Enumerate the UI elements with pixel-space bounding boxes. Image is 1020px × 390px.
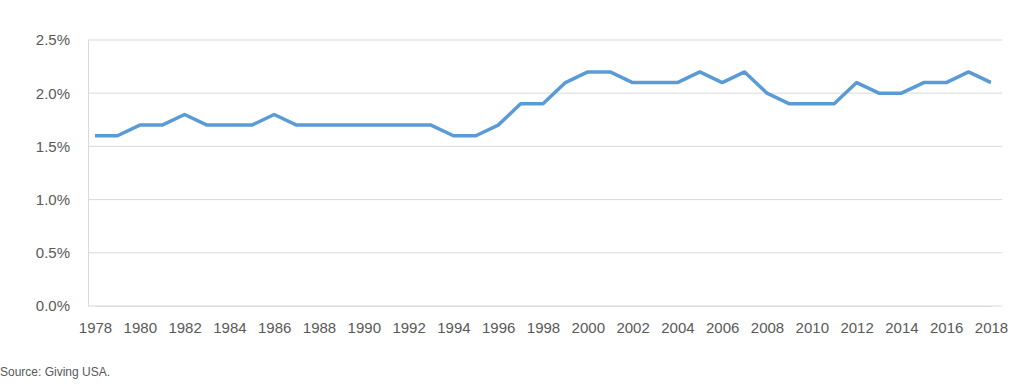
x-tick: 2014 xyxy=(885,306,918,336)
x-axis: 1978 1980 1982 1984 1986 1988 1990 1992 1994 1996… xyxy=(79,306,1008,336)
x-tick-label: 2012 xyxy=(840,319,873,336)
x-tick: 1996 xyxy=(482,306,515,336)
grid-line xyxy=(88,40,1002,41)
x-tick-label: 2006 xyxy=(706,319,739,336)
data-line xyxy=(95,72,991,136)
x-tick-label: 2014 xyxy=(885,319,918,336)
x-tick: 2010 xyxy=(796,306,829,336)
grid-line xyxy=(88,306,1002,307)
y-tick-label: 0.0% xyxy=(36,297,70,314)
y-tick-label: 2.5% xyxy=(36,31,70,48)
x-tick: 2016 xyxy=(930,306,963,336)
y-tick-label: 1.5% xyxy=(36,138,70,155)
y-tick-label: 2.0% xyxy=(36,85,70,102)
source-note: Source: Giving USA. xyxy=(0,365,110,379)
y-tick: 0.0% xyxy=(36,297,88,314)
x-tick: 1992 xyxy=(392,306,425,336)
x-tick-label: 2008 xyxy=(751,319,784,336)
x-tick-label: 1996 xyxy=(482,319,515,336)
grid-line xyxy=(88,93,1002,94)
x-tick: 1988 xyxy=(303,306,336,336)
x-tick-label: 1984 xyxy=(213,319,246,336)
grid-line xyxy=(88,252,1002,253)
x-tick-label: 1994 xyxy=(437,319,470,336)
x-tick: 1994 xyxy=(437,306,470,336)
x-tick-label: 1978 xyxy=(79,319,112,336)
x-tick: 2008 xyxy=(751,306,784,336)
x-tick: 1990 xyxy=(348,306,381,336)
x-tick: 2000 xyxy=(572,306,605,336)
x-tick-label: 2002 xyxy=(616,319,649,336)
plot-area xyxy=(95,72,991,136)
y-tick-label: 1.0% xyxy=(36,191,70,208)
x-tick: 2018 xyxy=(975,306,1008,336)
x-tick-label: 1990 xyxy=(348,319,381,336)
x-tick-label: 2000 xyxy=(572,319,605,336)
x-tick-label: 2016 xyxy=(930,319,963,336)
x-tick-label: 2010 xyxy=(796,319,829,336)
x-tick-label: 1980 xyxy=(124,319,157,336)
y-tick: 1.0% xyxy=(36,191,88,208)
x-tick: 2004 xyxy=(661,306,694,336)
x-tick-label: 1998 xyxy=(527,319,560,336)
grid-line xyxy=(88,199,1002,200)
x-tick: 1982 xyxy=(168,306,201,336)
y-axis-line xyxy=(88,41,89,307)
x-tick: 1998 xyxy=(527,306,560,336)
y-tick: 1.5% xyxy=(36,138,88,155)
x-tick-label: 2004 xyxy=(661,319,694,336)
x-axis-line xyxy=(96,306,992,307)
x-tick: 2012 xyxy=(840,306,873,336)
x-tick-label: 1982 xyxy=(168,319,201,336)
y-tick: 2.5% xyxy=(36,31,88,48)
chart: 0.0% 0.5% 1.0% 1.5% 2.0% 2.5% 1978 1980 1982 1984… xyxy=(0,0,1020,390)
x-tick: 1978 xyxy=(79,306,112,336)
y-tick: 0.5% xyxy=(36,244,88,261)
y-axis: 0.0% 0.5% 1.0% 1.5% 2.0% 2.5% xyxy=(36,31,89,314)
x-tick-label: 1988 xyxy=(303,319,336,336)
y-tick-label: 0.5% xyxy=(36,244,70,261)
x-tick: 2006 xyxy=(706,306,739,336)
y-tick: 2.0% xyxy=(36,85,88,102)
x-tick: 1984 xyxy=(213,306,246,336)
x-tick-label: 1992 xyxy=(392,319,425,336)
grid-line xyxy=(88,146,1002,147)
x-tick: 1980 xyxy=(124,306,157,336)
x-tick-label: 2018 xyxy=(975,319,1008,336)
x-tick-label: 1986 xyxy=(258,319,291,336)
x-tick: 2002 xyxy=(616,306,649,336)
x-tick: 1986 xyxy=(258,306,291,336)
grid xyxy=(88,40,1002,306)
